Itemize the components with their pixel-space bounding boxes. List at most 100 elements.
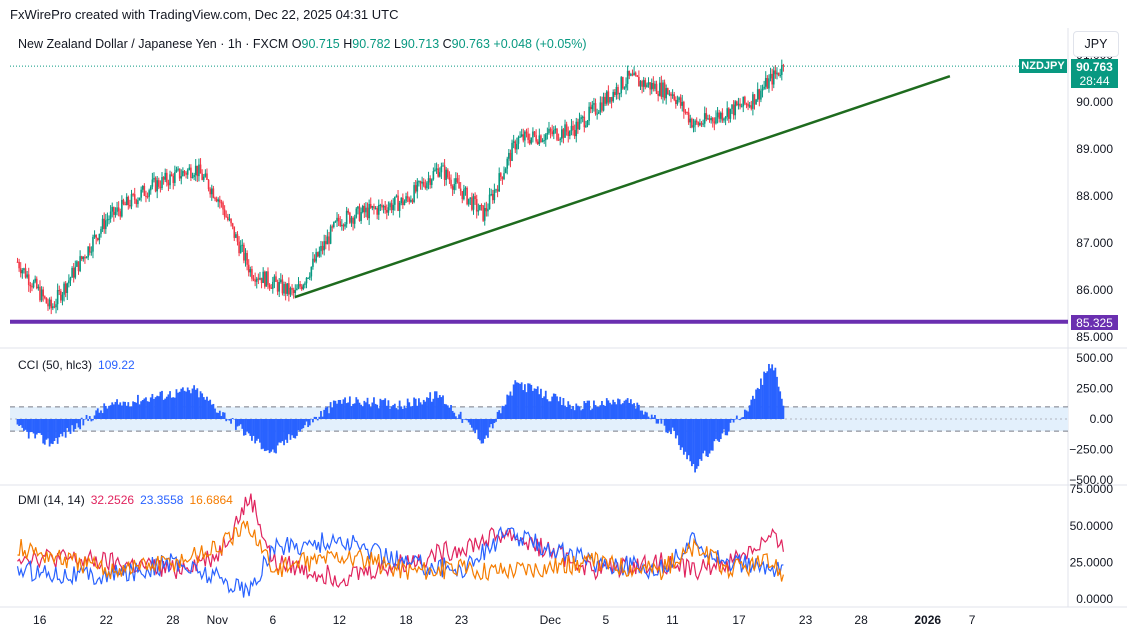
cci-bar (329, 402, 332, 419)
candle-body (419, 181, 422, 184)
cci-bar (589, 410, 592, 419)
cci-bar (586, 400, 589, 419)
candle-body (247, 264, 250, 273)
candle-body (426, 182, 428, 189)
candle-body (23, 268, 25, 271)
candle-body (185, 172, 187, 175)
candle-body (19, 268, 22, 274)
last-price-label: 90.763 (1071, 59, 1118, 74)
candle-body (729, 108, 732, 119)
candle-body (342, 224, 345, 227)
candle-body (119, 211, 122, 217)
candle-body (614, 91, 616, 95)
cci-bar (204, 399, 207, 419)
cci-bar (670, 419, 672, 435)
cci-bar (490, 419, 493, 425)
candle-body (175, 169, 178, 173)
candle-body (660, 82, 663, 97)
cci-bar (276, 419, 279, 446)
cci-bar (246, 419, 249, 432)
candle-body (524, 131, 526, 141)
cci-bar (522, 390, 525, 419)
candle-body (366, 207, 369, 219)
cci-bar (743, 409, 746, 419)
cci-bar (568, 404, 571, 419)
candle-body (113, 207, 115, 215)
cci-bar (559, 396, 562, 419)
cci-bar (540, 388, 542, 419)
cci-bar (21, 419, 24, 428)
candle-body (532, 131, 534, 138)
time-tick-label: Dec (540, 613, 561, 627)
cci-bar (302, 419, 305, 429)
cci-bar (350, 406, 353, 419)
candle-body (506, 158, 509, 169)
cci-bar (601, 400, 603, 419)
candle-body (527, 133, 529, 140)
candle-body (299, 284, 301, 287)
candle-body (736, 101, 738, 106)
candle-body (487, 209, 489, 212)
cci-bar (750, 399, 753, 419)
cci-bar (230, 419, 232, 424)
candle-body (161, 177, 163, 189)
candle-body (96, 238, 99, 241)
candle-body (371, 206, 374, 208)
candle-body (742, 96, 745, 107)
candle-body (29, 285, 32, 287)
cci-bar (450, 405, 452, 419)
cci-bar (628, 402, 631, 419)
time-tick-label: 22 (100, 613, 114, 627)
cci-bar (583, 401, 586, 419)
candle-body (597, 112, 600, 114)
candle-body (209, 189, 211, 195)
high-value: 90.782 (352, 37, 391, 51)
candle-body (728, 108, 730, 119)
candle-body (273, 276, 276, 282)
currency-button[interactable]: JPY (1073, 31, 1119, 57)
candle-body (381, 204, 383, 208)
candle-body (604, 96, 606, 104)
cci-bar (753, 398, 756, 419)
cci-bar (397, 409, 399, 419)
candle-body (440, 166, 443, 173)
cci-bar (596, 406, 599, 419)
candle-body (514, 141, 517, 150)
cci-bar (650, 414, 653, 419)
cci-bar (334, 400, 337, 419)
candle-body (40, 289, 43, 301)
candle-body (137, 200, 139, 205)
cci-bar (674, 419, 677, 439)
dmi-series-line (17, 493, 784, 589)
candle-body (106, 219, 109, 221)
cci-bar (27, 419, 30, 439)
candle-body (620, 77, 623, 94)
cci-bar (193, 385, 196, 419)
cci-bar (186, 387, 189, 419)
candle-body (410, 199, 412, 202)
candle-body (34, 278, 36, 282)
cci-bar (42, 419, 45, 444)
cci-bar (740, 417, 743, 419)
candle-body (658, 82, 661, 96)
cci-bar (353, 403, 356, 419)
dmi-series-line (16, 526, 784, 598)
time-tick-label: 6 (269, 613, 276, 627)
cci-bar (634, 408, 637, 419)
cci-bar (124, 401, 126, 419)
cci-bar (710, 419, 713, 451)
cci-bar (491, 419, 494, 429)
candle-body (461, 191, 464, 200)
candle-body (223, 209, 226, 217)
candle-body (365, 207, 367, 213)
candle-body (562, 129, 565, 138)
cci-bar (517, 382, 520, 419)
candle-body (650, 82, 653, 90)
cci-bar (687, 419, 690, 456)
cci-bar (48, 419, 51, 447)
cci-bar (318, 416, 321, 419)
cci-bar (570, 408, 573, 419)
cci-bar (146, 401, 149, 419)
cci-value: 109.22 (98, 358, 135, 372)
cci-bar (662, 419, 664, 420)
